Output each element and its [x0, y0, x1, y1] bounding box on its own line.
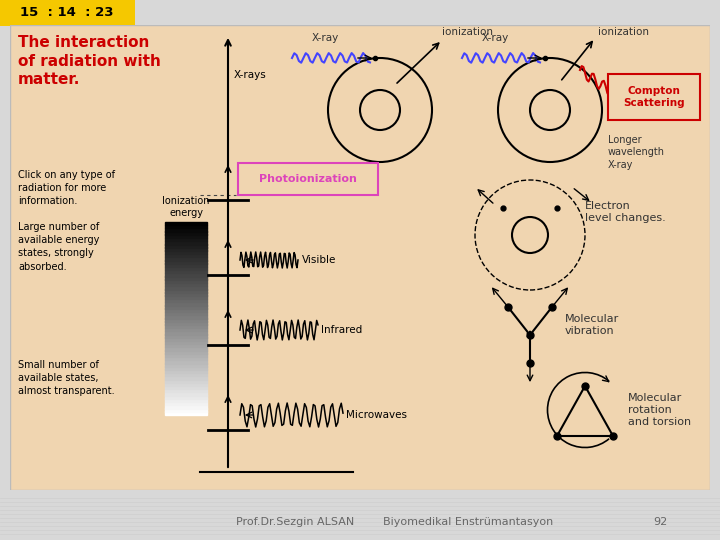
Bar: [165, 225, 207, 228]
Bar: [165, 289, 207, 293]
Bar: [165, 244, 207, 248]
Text: Prof.Dr.Sezgin ALSAN: Prof.Dr.Sezgin ALSAN: [236, 517, 354, 527]
Bar: [165, 315, 207, 319]
Bar: [165, 389, 207, 393]
Bar: [165, 234, 207, 238]
Text: Click on any type of
radiation for more
information.: Click on any type of radiation for more …: [18, 170, 115, 206]
Bar: [165, 264, 207, 267]
Bar: [165, 399, 207, 402]
Text: X-ray: X-ray: [311, 33, 338, 43]
Bar: [165, 302, 207, 306]
Bar: [0, 0, 135, 26]
Bar: [165, 292, 207, 296]
Bar: [165, 338, 207, 341]
Bar: [165, 366, 207, 370]
Bar: [165, 260, 207, 264]
Bar: [165, 356, 207, 360]
Bar: [165, 238, 207, 241]
Bar: [165, 270, 207, 273]
Text: Electron
level changes.: Electron level changes.: [585, 201, 666, 223]
Bar: [165, 379, 207, 383]
Bar: [165, 267, 207, 270]
Bar: [165, 402, 207, 406]
Bar: [165, 344, 207, 347]
Text: Microwaves: Microwaves: [346, 410, 407, 420]
Text: The interaction
of radiation with
matter.: The interaction of radiation with matter…: [18, 35, 161, 87]
Bar: [165, 353, 207, 357]
Bar: [165, 334, 207, 338]
Text: X-rays: X-rays: [234, 70, 266, 80]
Bar: [165, 273, 207, 276]
Bar: [165, 411, 207, 415]
Bar: [165, 408, 207, 412]
Text: ionization: ionization: [598, 27, 649, 37]
Bar: [165, 382, 207, 386]
Bar: [165, 360, 207, 363]
Bar: [238, 163, 378, 195]
Bar: [165, 231, 207, 235]
Bar: [165, 251, 207, 254]
Text: Longer
wavelength
X-ray: Longer wavelength X-ray: [608, 135, 665, 170]
Text: Molecular
rotation
and torsion: Molecular rotation and torsion: [628, 393, 691, 427]
Bar: [165, 286, 207, 289]
Bar: [165, 318, 207, 322]
Bar: [165, 257, 207, 261]
Bar: [165, 228, 207, 232]
Bar: [165, 369, 207, 373]
Bar: [165, 376, 207, 380]
Bar: [165, 279, 207, 283]
Text: Photoionization: Photoionization: [259, 174, 357, 184]
Bar: [165, 350, 207, 354]
Bar: [165, 341, 207, 344]
Bar: [165, 305, 207, 309]
Text: 92: 92: [653, 517, 667, 527]
Text: X-ray: X-ray: [482, 33, 508, 43]
Text: Large number of
available energy
states, strongly
absorbed.: Large number of available energy states,…: [18, 222, 99, 272]
Bar: [165, 254, 207, 258]
Bar: [165, 328, 207, 332]
Text: Molecular
vibration: Molecular vibration: [565, 314, 619, 336]
Bar: [165, 282, 207, 286]
Text: Ultraviolet: Ultraviolet: [286, 180, 341, 190]
Text: Visible: Visible: [302, 255, 336, 265]
Bar: [165, 331, 207, 335]
Text: Ionization
energy: Ionization energy: [162, 197, 210, 218]
Bar: [608, 74, 700, 120]
Bar: [165, 363, 207, 367]
Bar: [165, 241, 207, 245]
Text: Infrared: Infrared: [321, 325, 362, 335]
Bar: [165, 308, 207, 312]
Text: ionization: ionization: [442, 27, 493, 37]
Bar: [165, 295, 207, 299]
Bar: [165, 247, 207, 251]
Bar: [165, 312, 207, 315]
Text: Biyomedikal Enstrümantasyon: Biyomedikal Enstrümantasyon: [383, 517, 553, 527]
Bar: [165, 299, 207, 302]
Bar: [165, 325, 207, 328]
Bar: [165, 276, 207, 280]
Text: 15  : 14  : 23: 15 : 14 : 23: [20, 6, 114, 19]
Text: Compton
Scattering: Compton Scattering: [624, 86, 685, 108]
Bar: [165, 386, 207, 389]
Bar: [165, 321, 207, 325]
Bar: [165, 392, 207, 396]
Bar: [165, 373, 207, 376]
Bar: [165, 347, 207, 350]
Bar: [165, 405, 207, 409]
Text: Small number of
available states,
almost transparent.: Small number of available states, almost…: [18, 360, 114, 396]
Bar: [165, 395, 207, 399]
Bar: [165, 221, 207, 225]
